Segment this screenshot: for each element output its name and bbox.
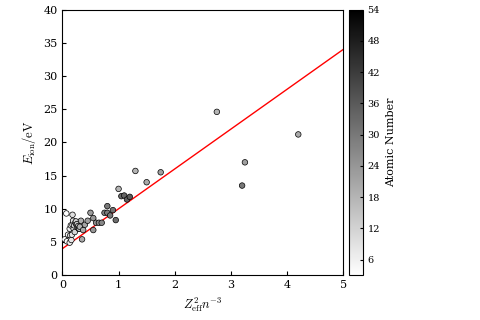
Point [74, 223, 82, 228]
Point [98, 220, 106, 225]
Point [81, 222, 89, 227]
Point [241, 160, 249, 165]
Point [63, 239, 71, 244]
Point [132, 168, 139, 173]
Point [213, 109, 221, 115]
Point [104, 204, 111, 209]
Point [75, 226, 83, 231]
Point [92, 220, 100, 225]
Point [74, 225, 82, 230]
Point [115, 186, 122, 191]
Point [72, 220, 79, 225]
Point [68, 232, 76, 237]
Point [104, 210, 111, 215]
Point [69, 222, 76, 227]
Point [64, 232, 72, 237]
Point [66, 240, 73, 245]
Point [71, 223, 78, 228]
Point [89, 228, 97, 233]
Point [61, 237, 69, 242]
Point [109, 208, 117, 213]
Point [75, 226, 83, 231]
Point [67, 223, 75, 228]
Point [112, 218, 120, 223]
Point [73, 221, 81, 227]
Point [72, 222, 80, 227]
Point [143, 180, 151, 185]
Point [118, 194, 125, 199]
Point [66, 233, 74, 238]
Point [95, 220, 103, 225]
Point [71, 229, 79, 235]
Y-axis label: Atomic Number: Atomic Number [385, 98, 396, 187]
Point [70, 226, 77, 231]
Point [69, 218, 77, 223]
Point [84, 218, 92, 223]
Point [101, 210, 108, 215]
Point [68, 237, 75, 243]
Point [79, 228, 87, 233]
Y-axis label: $E_{\mathrm{ion}}/\mathrm{eV}$: $E_{\mathrm{ion}}/\mathrm{eV}$ [20, 120, 38, 165]
Point [76, 224, 84, 229]
Point [62, 211, 70, 216]
Point [126, 194, 133, 199]
Point [69, 212, 76, 217]
Point [157, 170, 165, 175]
Point [294, 132, 302, 137]
Point [89, 216, 97, 221]
Point [66, 226, 73, 231]
Point [77, 218, 85, 223]
Point [106, 213, 114, 218]
Point [78, 237, 86, 242]
Point [123, 197, 131, 202]
Point [120, 193, 128, 198]
Point [72, 219, 80, 224]
Point [238, 183, 246, 188]
Point [87, 210, 95, 215]
X-axis label: $Z_{\mathrm{eff}}^2 n^{-3}$: $Z_{\mathrm{eff}}^2 n^{-3}$ [183, 296, 223, 314]
